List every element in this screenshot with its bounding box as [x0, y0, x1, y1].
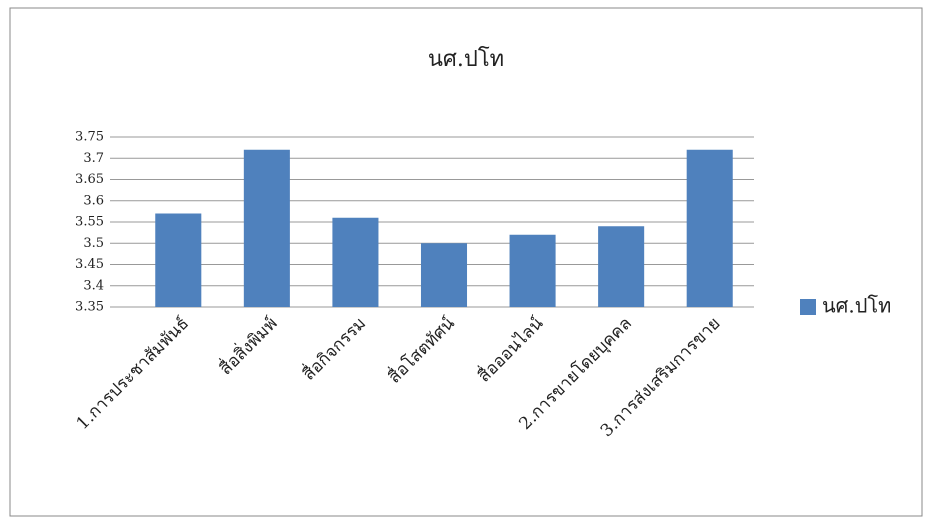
y-tick-label: 3.5	[83, 236, 104, 251]
bar	[598, 226, 645, 307]
bar	[420, 243, 468, 307]
bar	[686, 149, 733, 307]
bar	[509, 234, 556, 307]
y-tick-label: 3.4	[83, 278, 104, 293]
bar	[155, 213, 202, 307]
y-tick-label: 3.55	[75, 215, 104, 230]
chart-title: นศ.ปโท	[428, 46, 504, 72]
y-tick-label: 3.6	[83, 193, 104, 208]
legend-swatch	[800, 299, 816, 315]
y-tick-label: 3.75	[75, 130, 104, 145]
y-tick-label: 3.65	[75, 172, 104, 187]
y-tick-label: 3.35	[75, 300, 104, 315]
y-tick-label: 3.45	[75, 257, 104, 272]
bar	[243, 149, 290, 307]
legend-label: นศ.ปโท	[822, 294, 891, 318]
bar	[332, 217, 379, 307]
y-tick-label: 3.7	[83, 151, 104, 166]
